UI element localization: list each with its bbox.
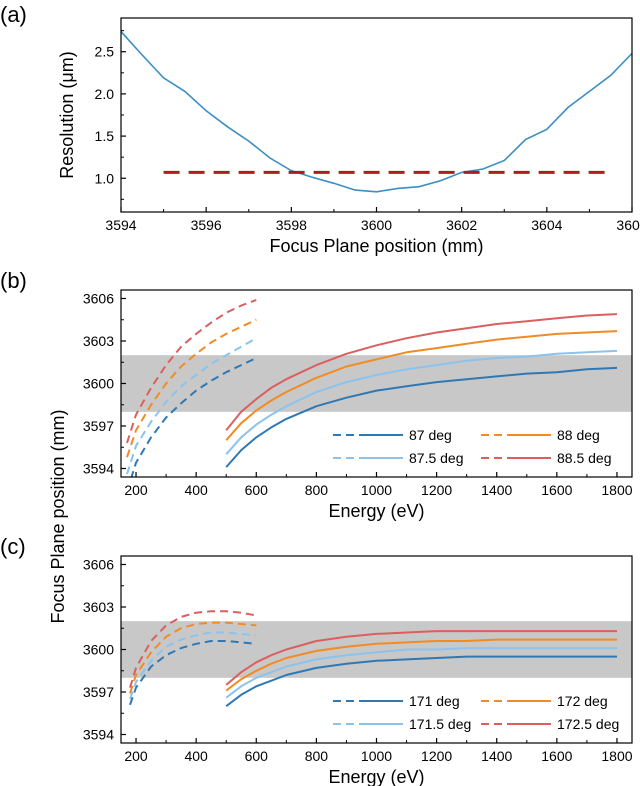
x-tick-label: 1000 (361, 748, 392, 764)
x-tick-label: 200 (124, 482, 148, 498)
legend: 87 deg 88 deg 87.5 deg 88.5 deg (333, 427, 612, 466)
y-tick-label: 1.5 (95, 128, 115, 144)
x-tick-label: 600 (245, 748, 269, 764)
x-tick-label: 1800 (601, 748, 632, 764)
x-tick-label: 3598 (276, 217, 307, 233)
series-solid-88-5-deg (225, 313, 618, 431)
x-tick-label: 400 (184, 748, 208, 764)
plot-frame (120, 17, 633, 213)
legend-label: 88 deg (557, 427, 600, 443)
legend-label: 87.5 deg (409, 450, 464, 466)
y-tick-label: 1.0 (95, 170, 115, 186)
x-tick-label: 3594 (105, 217, 136, 233)
x-tick-label: 1000 (361, 482, 392, 498)
legend-label: 172 deg (557, 693, 608, 709)
x-tick-label: 3596 (191, 217, 222, 233)
x-tick-label: 3602 (446, 217, 477, 233)
x-tick-label: 3600 (361, 217, 392, 233)
panel-label: (b) (0, 268, 27, 293)
tolerance-band (121, 355, 632, 412)
series-solid-171-deg (225, 655, 617, 707)
series-solid-172-deg (225, 638, 617, 692)
panel-b: (b) 200 400 600 800 1000 1200 1400 1600 1800 3594 3… (0, 268, 633, 521)
legend-label: 171 deg (409, 693, 460, 709)
plot-area (121, 30, 632, 193)
panel-label: (a) (0, 2, 27, 27)
y-tick-label: 3603 (83, 599, 114, 615)
y-tick-label: 3603 (83, 333, 114, 349)
series-dashed-172-5-deg (129, 610, 257, 688)
series-solid-172-5-deg (225, 630, 617, 686)
x-tick-label: 1600 (541, 482, 572, 498)
x-tick-label: 1800 (601, 482, 632, 498)
x-tick-label: 1200 (421, 748, 452, 764)
y-tick-label: 2.5 (95, 44, 115, 60)
legend-label: 88.5 deg (557, 450, 612, 466)
legend-label: 172.5 deg (557, 716, 619, 732)
panel-c: (c) 200 400 600 800 1000 1200 1400 1600 1800 3594 3… (0, 534, 633, 786)
y-tick-label: 3606 (83, 557, 114, 573)
x-tick-label: 3604 (531, 217, 562, 233)
series-dashed-88-deg (126, 318, 257, 458)
y-tick-label: 2.0 (95, 86, 115, 102)
series-dashed-87-deg (130, 357, 257, 477)
tolerance-band (121, 621, 632, 678)
x-tick-label: 1400 (481, 482, 512, 498)
series-solid-87-5-deg (225, 349, 618, 455)
x-tick-label: 800 (305, 748, 329, 764)
series-dashed-171-deg (129, 640, 257, 706)
x-tick-label: 400 (184, 482, 208, 498)
y-axis-label: Resolution (μm) (57, 51, 77, 178)
plot-area (126, 298, 618, 477)
series-solid-88-deg (225, 330, 618, 441)
x-tick-label: 1600 (541, 748, 572, 764)
y-tick-label: 3597 (83, 684, 114, 700)
x-axis-label: Energy (eV) (328, 767, 424, 786)
x-tick-label: 200 (124, 748, 148, 764)
plot-area (129, 610, 617, 707)
x-tick-label: 3606 (616, 217, 640, 233)
series-dashed-172-deg (129, 621, 257, 694)
resolution-curve (121, 30, 632, 193)
series-dashed-87-5-deg (126, 337, 257, 475)
y-tick-label: 3597 (83, 418, 114, 434)
x-axis-label: Energy (eV) (328, 501, 424, 521)
panel-label: (c) (0, 534, 26, 559)
y-tick-label: 3594 (83, 461, 114, 477)
y-tick-label: 3594 (83, 727, 114, 743)
series-dashed-88-5-deg (126, 298, 257, 444)
x-tick-label: 1200 (421, 482, 452, 498)
x-tick-label: 600 (245, 482, 269, 498)
series-dashed-171-5-deg (129, 631, 257, 700)
series-solid-87-deg (225, 366, 618, 468)
legend: 171 deg 172 deg 171.5 deg 172.5 deg (333, 693, 619, 732)
y-tick-label: 3606 (83, 291, 114, 307)
x-tick-label: 800 (305, 482, 329, 498)
x-axis-label: Focus Plane position (mm) (269, 236, 483, 256)
y-tick-label: 3600 (83, 642, 114, 658)
legend-label: 87 deg (409, 427, 452, 443)
panel-a: (a) 3594 3596 3598 3600 3602 3604 3606 1.0 1.5 2.0… (0, 2, 640, 256)
x-tick-label: 1400 (481, 748, 512, 764)
legend-label: 171.5 deg (409, 716, 471, 732)
y-tick-label: 3600 (83, 376, 114, 392)
series-solid-171-5-deg (225, 647, 617, 699)
shared-y-axis-label: Focus Plane position (mm) (48, 409, 68, 623)
